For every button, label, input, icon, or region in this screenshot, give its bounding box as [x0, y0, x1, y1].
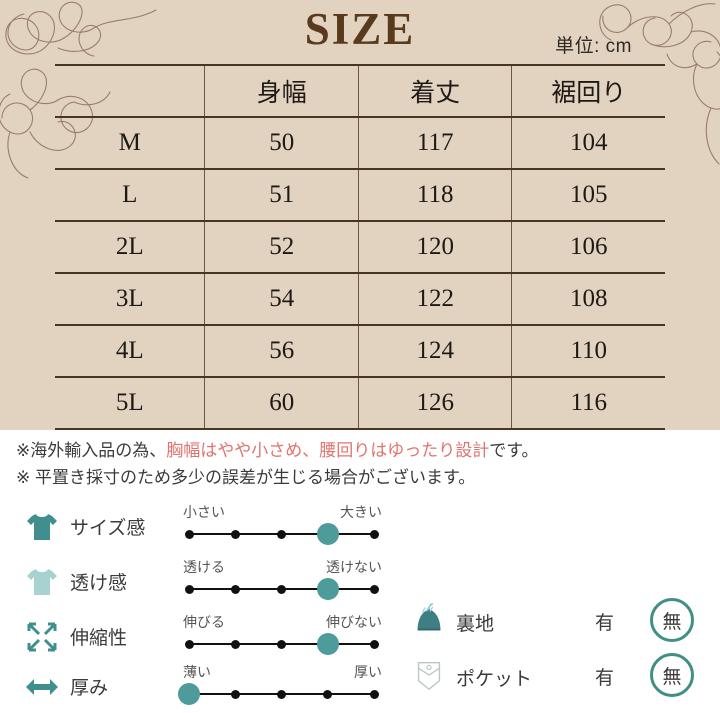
rating-scale[interactable]: 小さい 大きい: [177, 502, 382, 550]
scale-dot[interactable]: [277, 529, 286, 539]
note-emphasis: 胸幅はやや小さめ、腰回りはゆったり設計: [166, 441, 490, 460]
table-cell-size-5L: 5L: [55, 376, 206, 430]
table-row: 2L 52 120 106: [55, 220, 665, 274]
attributes-section: サイズ感 小さい 大きい 透け感 透ける 透けない 伸縮性 伸びる 伸びない 厚み 薄い 厚い 裏地 …: [0, 502, 720, 705]
scale-dot[interactable]: [369, 529, 379, 539]
scale-dot[interactable]: [184, 639, 194, 649]
table-body: M 50 117 104 L 51 118 105 2L 52 120 106 3L 54 122 108 4L…: [55, 116, 665, 430]
table-cell-size-3L: 3L: [55, 272, 206, 326]
scale-dot[interactable]: [230, 584, 240, 594]
scale-label-low: 薄い: [183, 664, 211, 680]
table-cell-size-4L: 4L: [55, 324, 206, 378]
table-cell-value: 110: [511, 324, 665, 378]
feature-option-no-lining[interactable]: 無: [650, 598, 694, 642]
feature-option-yes-lining[interactable]: 有: [595, 613, 615, 634]
pocket-icon: [417, 661, 441, 691]
scale-dot-selected[interactable]: [316, 578, 339, 600]
size-panel: SIZE 単位: cm 身幅 着丈 裾回り M 50 117 104 L 51 118 105…: [0, 0, 720, 430]
note-prefix: ※海外輸入品の為、: [16, 441, 167, 460]
scale-label-low: 透ける: [183, 559, 225, 575]
table-cell-value: 122: [358, 272, 513, 326]
scale-label-high: 伸びない: [326, 614, 382, 630]
page-title: SIZE: [304, 4, 416, 54]
note-line-measurement: ※ 平置き採寸のため多少の誤差が生じる場合がございます。: [16, 468, 476, 488]
scale-dot[interactable]: [230, 639, 240, 649]
table-cell-size-L: L: [55, 168, 206, 222]
scale-dot[interactable]: [369, 584, 379, 594]
scale-dot[interactable]: [277, 584, 286, 594]
table-header-hem: 裾回り: [511, 64, 665, 118]
size-table-container: 身幅 着丈 裾回り M 50 117 104 L 51 118 105 2L 52 120 106 3L…: [55, 64, 665, 430]
expand-arrows-icon: [27, 622, 57, 652]
table-cell-value: 120: [358, 220, 513, 274]
table-header-length: 着丈: [358, 64, 513, 118]
scale-dot[interactable]: [369, 639, 379, 649]
scale-dot[interactable]: [184, 529, 194, 539]
scale-label-high: 透けない: [326, 559, 382, 575]
note-line-import: ※海外輸入品の為、胸幅はやや小さめ、腰回りはゆったり設計です。: [16, 437, 716, 464]
table-cell-value: 56: [204, 324, 359, 378]
scale-dot[interactable]: [369, 689, 379, 699]
table-row: M 50 117 104: [55, 116, 665, 170]
rating-scale[interactable]: 透ける 透けない: [177, 557, 382, 605]
table-cell-value: 118: [358, 168, 513, 222]
tshirt-light-icon: [27, 569, 57, 595]
attribute-label: サイズ感: [70, 518, 146, 539]
table-cell-value: 104: [511, 116, 665, 170]
scale-dot[interactable]: [230, 529, 240, 539]
feature-label-lining: 裏地: [456, 614, 495, 635]
attribute-label: 厚み: [70, 678, 109, 699]
scale-label-low: 伸びる: [183, 614, 225, 630]
table-cell-value: 126: [358, 376, 513, 430]
scale-label-high: 厚い: [354, 664, 382, 680]
feature-option-yes-pocket[interactable]: 有: [595, 668, 615, 689]
notes-section: ※海外輸入品の為、胸幅はやや小さめ、腰回りはゆったり設計です。 ※ 平置き採寸の…: [16, 437, 716, 491]
scale-dot[interactable]: [230, 689, 240, 699]
table-cell-size-M: M: [55, 116, 206, 170]
table-cell-value: 108: [511, 272, 665, 326]
scale-dot[interactable]: [323, 689, 333, 699]
scale-dot[interactable]: [277, 639, 286, 649]
scale-dot[interactable]: [184, 584, 194, 594]
table-header-row: 身幅 着丈 裾回り: [55, 64, 665, 118]
table-cell-value: 106: [511, 220, 665, 274]
rating-scale[interactable]: 薄い 厚い: [177, 662, 382, 710]
scale-dot-selected[interactable]: [316, 633, 339, 655]
scale-dot[interactable]: [277, 689, 286, 699]
table-row: 4L 56 124 110: [55, 324, 665, 378]
table-cell-value: 105: [511, 168, 665, 222]
table-cell-value: 117: [358, 116, 513, 170]
scale-dot-selected[interactable]: [178, 683, 200, 705]
table-cell-size-2L: 2L: [55, 220, 206, 274]
scale-label-low: 小さい: [183, 504, 225, 520]
table-row: 3L 54 122 108: [55, 272, 665, 326]
table-cell-value: 54: [204, 272, 359, 326]
table-row: 5L 60 126 116: [55, 376, 665, 430]
scale-dot-selected[interactable]: [316, 523, 339, 545]
attribute-label: 透け感: [70, 573, 128, 594]
horizontal-arrow-icon: [26, 679, 58, 695]
table-cell-value: 51: [204, 168, 359, 222]
table-cell-value: 124: [358, 324, 513, 378]
table-cell-value: 52: [204, 220, 359, 274]
scale-label-high: 大きい: [340, 504, 382, 520]
attribute-label: 伸縮性: [70, 628, 128, 649]
table-cell-value: 50: [204, 116, 359, 170]
size-table: 身幅 着丈 裾回り M 50 117 104 L 51 118 105 2L 52 120 106 3L…: [55, 64, 665, 430]
feature-option-no-pocket[interactable]: 無: [650, 653, 694, 697]
table-cell-value: 60: [204, 376, 359, 430]
table-row: L 51 118 105: [55, 168, 665, 222]
feature-label-pocket: ポケット: [456, 669, 533, 690]
unit-label: 単位: cm: [555, 36, 632, 57]
table-header-chest: 身幅: [204, 64, 359, 118]
rating-scale[interactable]: 伸びる 伸びない: [177, 612, 382, 660]
table-cell-value: 116: [511, 376, 665, 430]
table-header-corner: [55, 64, 206, 118]
tshirt-icon: [27, 514, 57, 540]
lining-icon: [417, 603, 441, 631]
note-suffix: です。: [489, 441, 539, 460]
